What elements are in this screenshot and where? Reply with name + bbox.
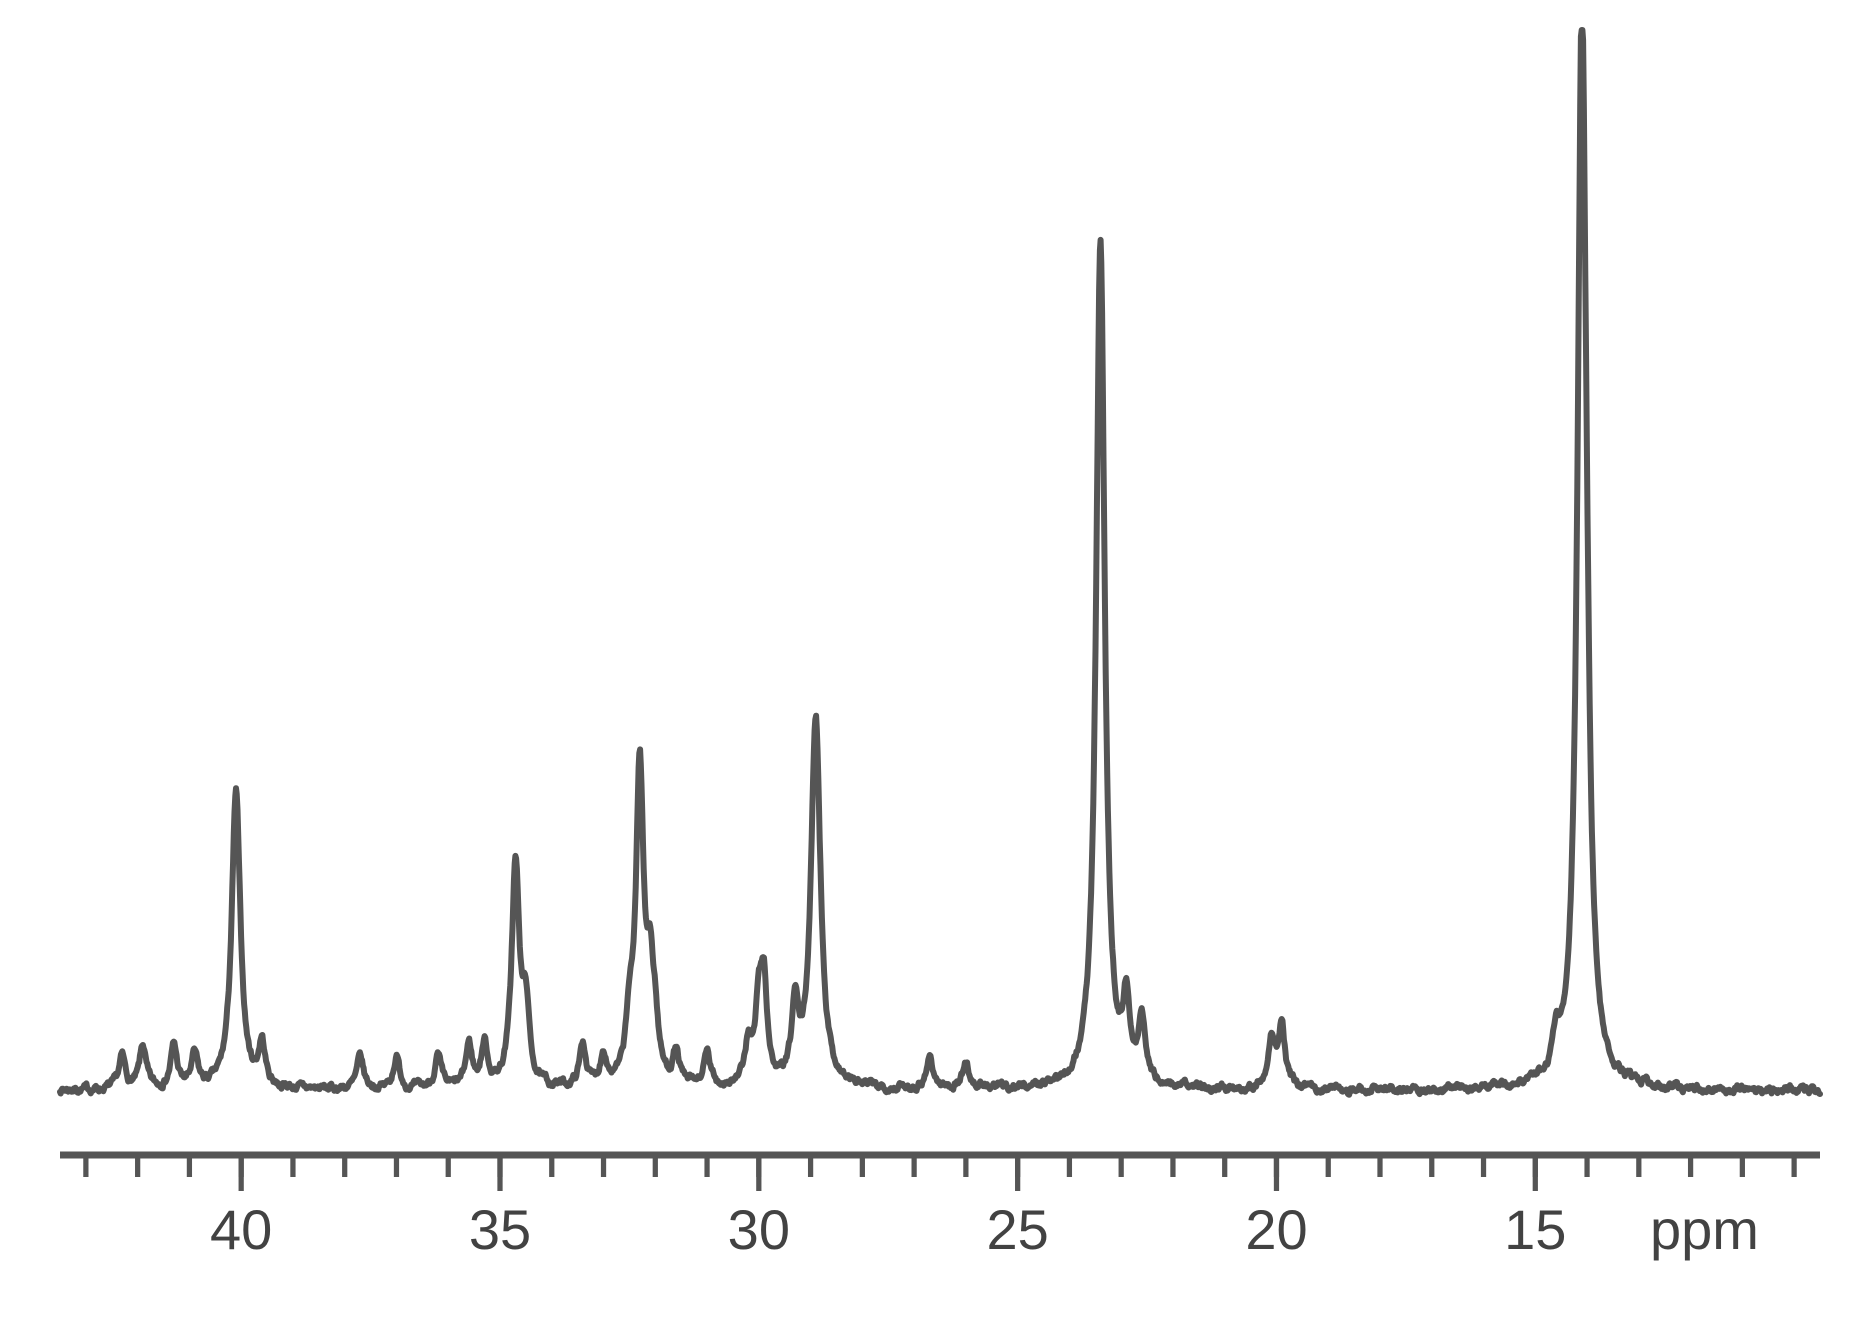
axis-tick-label: 20 (1245, 1198, 1307, 1261)
axis-tick-label: 30 (728, 1198, 790, 1261)
x-axis-tick-labels: 40 35 30 25 20 15 (210, 1198, 1566, 1261)
x-axis-ticks (86, 1155, 1794, 1191)
axis-tick-label: 15 (1504, 1198, 1566, 1261)
x-axis-unit-label: ppm (1650, 1198, 1759, 1261)
spectrum-trace (60, 30, 1820, 1095)
axis-tick-label: 35 (469, 1198, 531, 1261)
nmr-spectrum-chart: 40 35 30 25 20 15 ppm (0, 0, 1867, 1323)
axis-tick-label: 40 (210, 1198, 272, 1261)
axis-tick-label: 25 (986, 1198, 1048, 1261)
